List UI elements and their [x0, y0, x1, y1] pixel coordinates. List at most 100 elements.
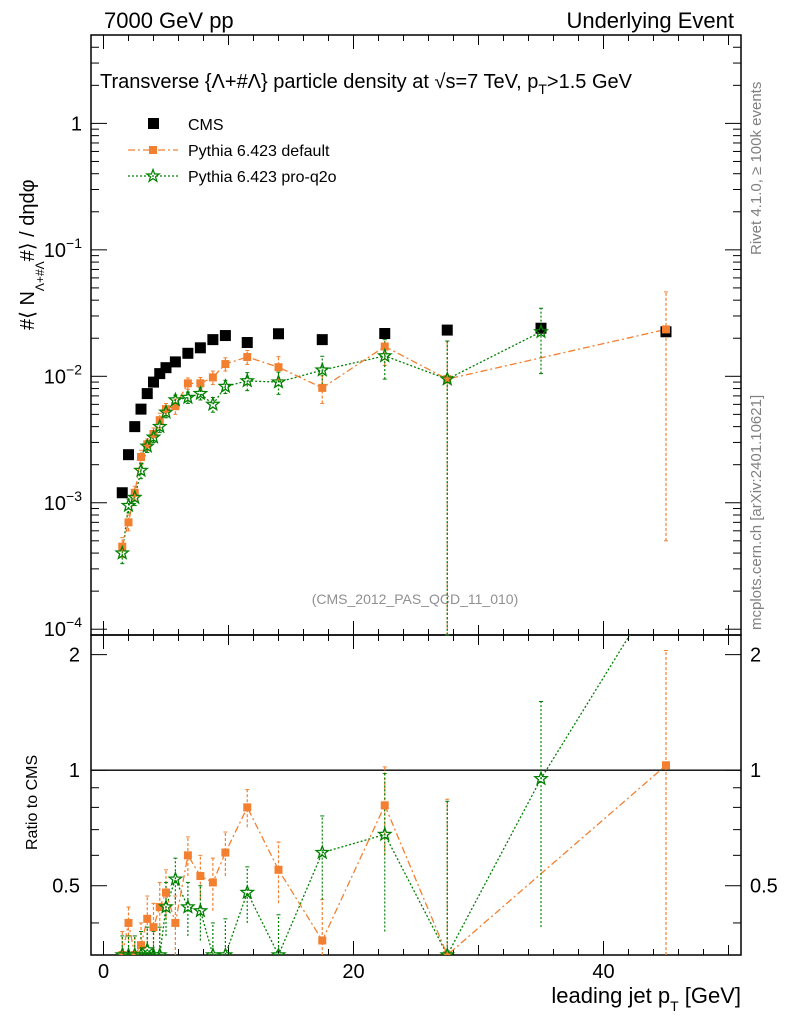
cms-point: [148, 376, 159, 388]
proq2o-point: [126, 489, 143, 505]
ratio-y-label: Ratio to CMS: [24, 755, 41, 850]
cms-point: [535, 322, 547, 334]
ratio-proq2o-point: [204, 946, 221, 955]
ratio-tick-label-right: 0.5: [750, 876, 778, 898]
ratio-default-point: [171, 918, 180, 927]
default-point: [183, 379, 192, 388]
ratio-default-point: [380, 801, 389, 810]
ratio-proq2o-point: [439, 946, 456, 955]
legend-label-cms: CMS: [188, 117, 224, 134]
cms-point: [273, 328, 284, 340]
y-tick-label: 10−2: [44, 361, 82, 388]
legend: CMS Pythia 6.423 default Pythia 6.423 pr…: [128, 117, 337, 186]
ratio-proq2o-point: [179, 898, 196, 914]
cms-point: [160, 362, 172, 374]
legend-marker-proq2o: [145, 167, 161, 183]
x-tick-label: 40: [592, 961, 614, 983]
cms-point: [379, 328, 391, 340]
xlabel-sub: T: [670, 998, 679, 1014]
ratio-proq2o-point: [158, 898, 174, 914]
x-axis-label: leading jet pT [GeV]: [551, 983, 741, 1014]
legend-marker-default: [149, 146, 157, 154]
cms-point: [207, 334, 219, 346]
default-point: [143, 440, 152, 449]
ratio-proq2o-point: [192, 902, 209, 918]
xlabel-post: [GeV]: [679, 983, 741, 1008]
ratio-default-point: [443, 951, 452, 955]
series-line-proq2o: [121, 331, 542, 554]
ratio-tick-label-left: 2: [69, 645, 80, 667]
cms-point: [441, 324, 453, 336]
proq2o-point: [167, 391, 184, 407]
default-point: [380, 342, 389, 351]
y-tick-label-base: 10: [44, 240, 66, 262]
cms-point: [219, 330, 231, 342]
y-tick-label-base: 10: [44, 366, 66, 388]
ylabel-pre: #⟨ N: [17, 291, 39, 330]
y-tick-label-exp: −2: [66, 361, 82, 377]
y-tick-label-base: 10: [44, 619, 66, 641]
cms-point: [169, 356, 181, 368]
ratio-default-point: [183, 851, 192, 860]
cms-point: [154, 368, 166, 380]
title-main: Transverse {Λ+#Λ} particle density at: [100, 71, 434, 93]
default-point: [162, 405, 170, 414]
cms-point: [194, 342, 206, 354]
chart-title: Transverse {Λ+#Λ} particle density at √s…: [100, 71, 633, 97]
x-tick-label: 20: [342, 961, 364, 983]
ratio-data-group: [114, 635, 670, 955]
series-line-default: [121, 328, 667, 547]
ratio-proq2o-point: [239, 884, 256, 900]
proq2o-point: [139, 437, 156, 454]
y-tick-label: 10−4: [44, 614, 82, 641]
y-tick-label-exp: −4: [66, 614, 82, 630]
proq2o-point: [133, 462, 149, 478]
cms-point: [316, 334, 328, 346]
ratio-default-point: [149, 923, 158, 932]
analysis-tag: (CMS_2012_PAS_QCD_11_010): [312, 591, 519, 607]
ratio-default-point: [137, 941, 145, 950]
ratio-proq2o-point: [133, 946, 149, 955]
default-point: [318, 383, 327, 392]
proq2o-point: [120, 497, 137, 513]
proq2o-point: [179, 389, 196, 405]
cms-point: [123, 449, 134, 461]
title-sqrt: √: [434, 71, 445, 93]
y-tick-label-base: 1: [71, 113, 82, 135]
default-point: [137, 453, 145, 462]
proq2o-point: [239, 372, 256, 388]
ratio-proq2o-point: [314, 844, 331, 860]
title-sub: T: [538, 81, 547, 97]
default-point: [243, 353, 252, 362]
ratio-proq2o-point: [533, 770, 549, 786]
header-left: 7000 GeV pp: [104, 8, 234, 33]
y-tick-label-base: 10: [44, 493, 66, 515]
proq2o-point: [192, 385, 209, 401]
ratio-default-point: [124, 918, 133, 927]
default-point: [443, 375, 452, 384]
ratio-default-point: [162, 888, 170, 897]
proq2o-point: [217, 378, 234, 394]
title-s: s=7 TeV, p: [445, 71, 538, 93]
x-tick-label: 0: [98, 961, 109, 983]
legend-label-default: Pythia 6.423 default: [188, 143, 330, 160]
cms-point: [141, 388, 153, 400]
default-point: [171, 402, 180, 411]
ratio-plot-frame: [90, 634, 742, 956]
y-axis-label: #⟨ NΛ+#Λ#⟩ / dηdφ: [17, 179, 47, 330]
ratio-proq2o-point: [376, 826, 393, 842]
ratio-default-point: [143, 914, 152, 923]
cms-point: [135, 403, 147, 415]
ratio-default-point: [274, 865, 283, 874]
ratio-proq2o-point: [270, 946, 287, 955]
ratio-default-point: [662, 761, 670, 770]
ratio-default-point: [243, 803, 252, 812]
proq2o-point: [114, 544, 131, 560]
y-tick-label: 10−3: [44, 488, 82, 515]
default-point: [149, 429, 158, 438]
y-tick-label-exp: −3: [66, 488, 82, 504]
ylabel-post: #⟩ / dηdφ: [17, 179, 39, 261]
ratio-default-point: [196, 872, 205, 881]
legend-label-proq2o: Pythia 6.423 pro-q2o: [188, 169, 337, 186]
